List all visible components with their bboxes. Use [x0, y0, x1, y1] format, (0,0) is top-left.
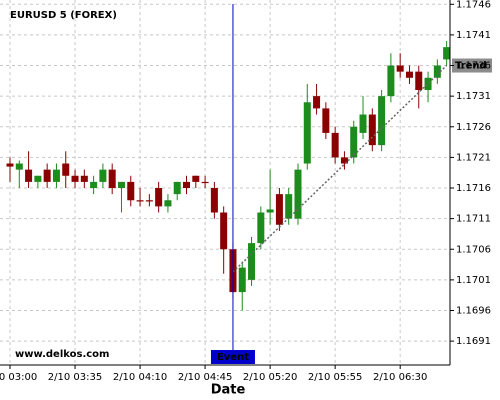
candle-body [303, 102, 311, 164]
candle-body [322, 108, 330, 133]
x-tick-label: 2/10 03:00 [0, 372, 37, 383]
candle-body [294, 169, 302, 219]
event-label-box [210, 350, 255, 364]
y-tick-label: 1.1691 [456, 336, 491, 347]
candle-body [248, 243, 256, 280]
candle-body [43, 169, 51, 182]
candle-body [340, 157, 348, 164]
y-tick-label: 1.1716 [456, 183, 491, 194]
annotations: Trend Event [210, 4, 492, 364]
y-tick-label: 1.1711 [456, 214, 491, 225]
candle-body [387, 65, 395, 97]
candle-body [405, 71, 413, 78]
candle-body [15, 163, 23, 170]
candle-body [52, 169, 60, 182]
candle-body [331, 132, 339, 158]
candle-body [443, 47, 451, 60]
candle-body [108, 169, 116, 189]
candle-body [173, 181, 181, 195]
event-label: Event [217, 352, 249, 363]
candle-body [136, 200, 144, 202]
candle-body [90, 181, 98, 189]
candle-body [25, 169, 33, 182]
candle-body [145, 200, 153, 202]
y-tick-label: 1.1721 [456, 152, 491, 163]
candle-body [155, 188, 163, 207]
candle-body [415, 71, 423, 91]
candle-body [117, 181, 125, 189]
candle-body [210, 188, 218, 213]
y-tick-label: 1.1731 [456, 91, 491, 102]
watermark: www.delkos.com [15, 349, 109, 360]
candle-body [266, 209, 274, 213]
candle-body [424, 77, 432, 91]
x-tick-label: 2/10 06:30 [373, 372, 427, 383]
x-axis-label: Date [211, 383, 246, 398]
candle-body [6, 163, 14, 167]
y-tick-label: 1.1746 [456, 0, 491, 10]
candle-body [183, 181, 191, 189]
candle-body [433, 65, 441, 78]
candle-body [368, 114, 376, 146]
candle-body [192, 175, 200, 182]
candle-body [313, 96, 321, 109]
candle-body [80, 175, 88, 182]
candle-body [164, 200, 172, 207]
y-tick-label: 1.1726 [456, 122, 491, 133]
y-tick-label: 1.1736 [456, 61, 491, 72]
candle-body [396, 65, 404, 72]
x-tick-label: 2/10 03:35 [48, 372, 102, 383]
candle-body [257, 212, 265, 244]
candle-body [62, 163, 70, 176]
candle-body [99, 169, 107, 182]
x-tick-label: 2/10 05:55 [308, 372, 362, 383]
y-tick-label: 1.1706 [456, 244, 491, 255]
candle-body [201, 181, 209, 184]
candle-body [285, 194, 293, 219]
trend-line [232, 64, 448, 273]
candle-body [359, 114, 367, 133]
candles [6, 41, 451, 311]
candle-body [238, 267, 246, 293]
candle-body [350, 126, 358, 158]
x-tick-label: 2/10 05:20 [243, 372, 297, 383]
candle-body [275, 194, 283, 225]
chart-title: EURUSD 5 (FOREX) [10, 10, 117, 21]
trend-label-box [452, 58, 492, 73]
x-tick-label: 2/10 04:45 [178, 372, 232, 383]
candle-body [378, 96, 386, 146]
candle-body [34, 175, 42, 182]
y-tick-label: 1.1696 [456, 305, 491, 316]
candle-body [220, 212, 228, 250]
y-tick-label: 1.1701 [456, 275, 491, 286]
x-tick-label: 2/10 04:10 [113, 372, 167, 383]
candle-body [127, 181, 135, 201]
candle-body [71, 175, 79, 182]
y-tick-label: 1.1741 [456, 30, 491, 41]
trend-label: Trend [455, 61, 487, 72]
